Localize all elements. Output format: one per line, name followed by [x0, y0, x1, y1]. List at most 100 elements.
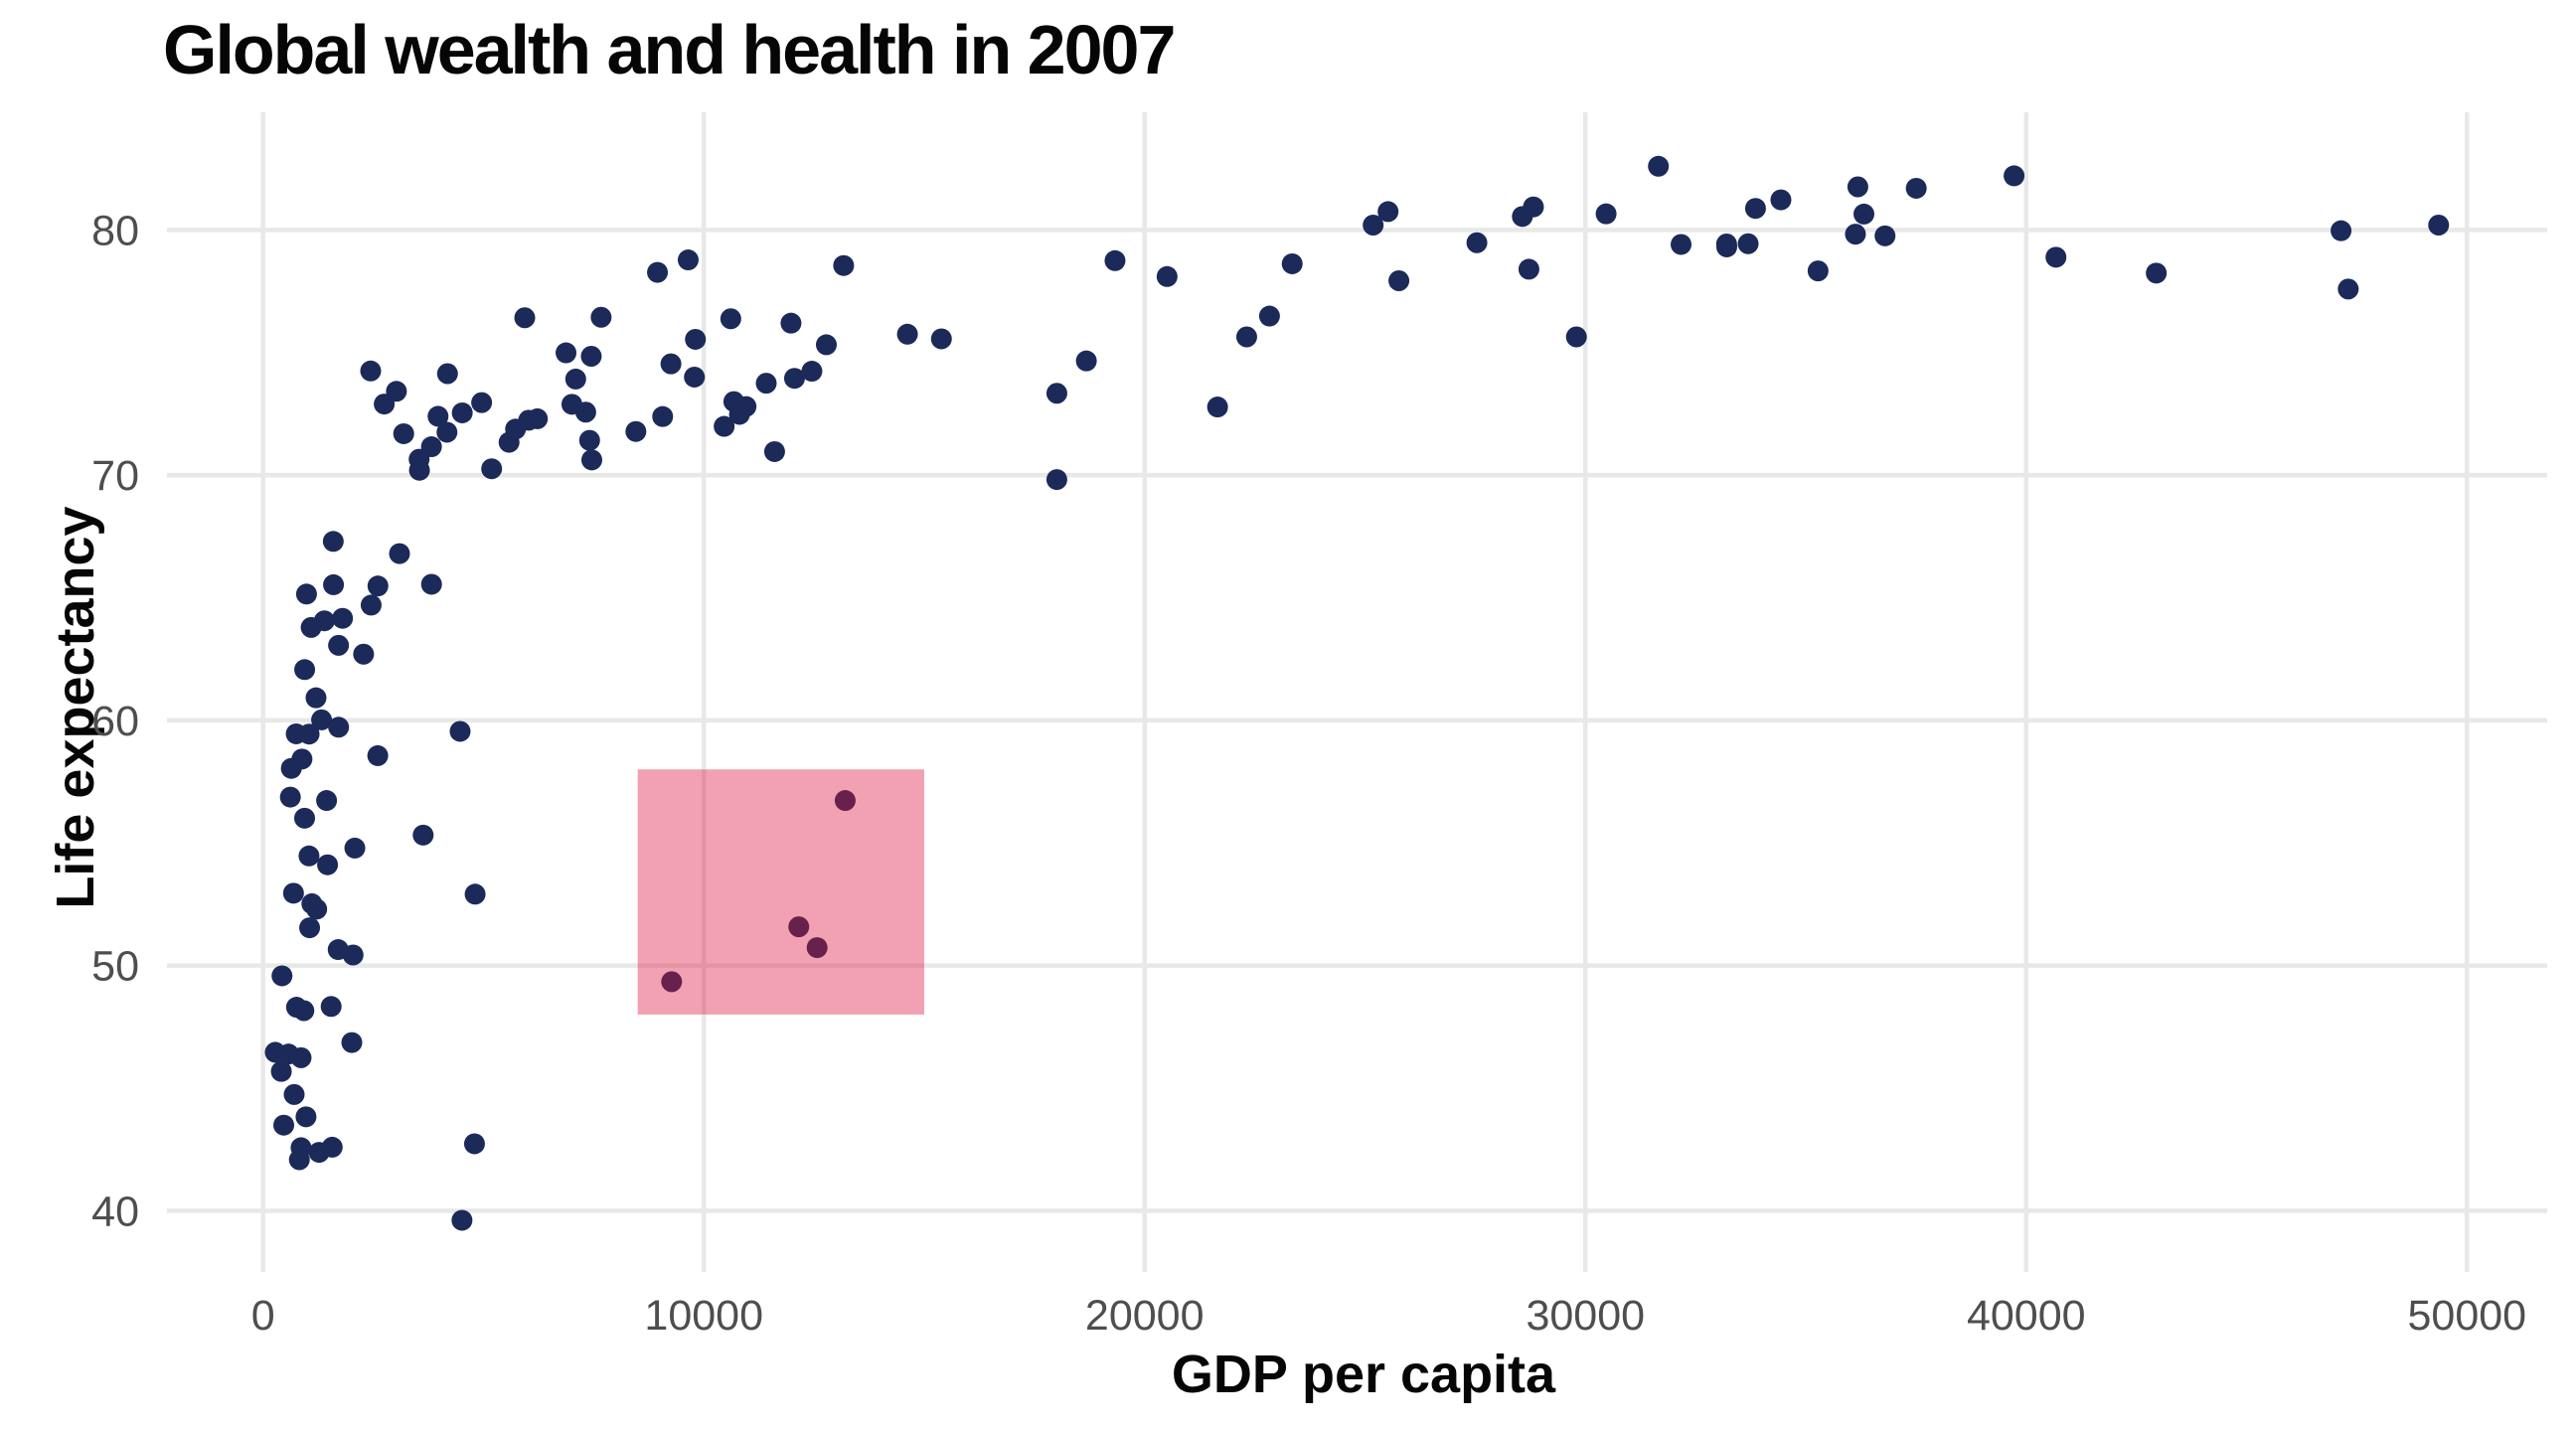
data-point: [320, 996, 342, 1018]
data-point: [834, 790, 856, 812]
data-point: [2045, 246, 2067, 268]
data-point: [293, 807, 315, 829]
data-point: [290, 1046, 312, 1068]
data-point: [308, 1142, 330, 1164]
data-point: [294, 659, 316, 681]
chart-title: Global wealth and health in 2007: [163, 11, 1176, 88]
data-point: [341, 1032, 363, 1053]
data-point: [514, 307, 536, 329]
data-point: [1377, 201, 1399, 223]
data-point: [1671, 234, 1692, 255]
data-point: [1595, 203, 1617, 225]
data-point: [412, 824, 434, 846]
data-point: [1388, 269, 1410, 291]
data-point: [685, 328, 707, 350]
data-point: [305, 687, 327, 709]
data-point: [451, 401, 473, 423]
data-point: [332, 607, 354, 629]
data-point: [367, 575, 389, 597]
data-point: [1565, 326, 1587, 348]
points-group: [264, 155, 2450, 1231]
data-point: [1046, 383, 1067, 404]
data-point: [344, 837, 366, 859]
data-point: [463, 1133, 485, 1155]
data-point: [580, 449, 602, 471]
data-point: [1207, 397, 1228, 418]
data-point: [720, 308, 741, 330]
y-tick-label: 80: [91, 207, 139, 254]
data-point: [436, 421, 458, 443]
data-point: [505, 418, 527, 440]
data-point: [590, 306, 612, 328]
data-point: [328, 634, 350, 656]
data-point: [2337, 278, 2359, 300]
data-point: [801, 361, 823, 383]
data-point: [449, 720, 471, 742]
y-tick-label: 50: [91, 943, 139, 991]
data-point: [677, 249, 699, 271]
data-point: [2146, 262, 2168, 284]
data-point: [896, 323, 918, 345]
data-point: [783, 368, 805, 390]
data-point: [322, 531, 344, 553]
y-tick-label: 70: [91, 452, 139, 500]
data-point: [1715, 233, 1737, 254]
data-point: [1648, 155, 1670, 177]
data-point: [647, 261, 669, 283]
data-point: [1281, 252, 1303, 274]
data-point: [1845, 224, 1866, 245]
data-point: [298, 723, 320, 745]
gridlines-group: [167, 112, 2547, 1272]
data-point: [386, 381, 407, 402]
data-point: [291, 748, 313, 770]
data-point: [1770, 189, 1792, 211]
data-point: [1744, 198, 1766, 220]
data-point: [556, 342, 577, 364]
data-point: [299, 917, 321, 939]
x-tick-label: 10000: [644, 1292, 763, 1340]
data-point: [578, 429, 600, 451]
data-point: [270, 1060, 292, 1082]
x-tick-label: 20000: [1085, 1292, 1205, 1340]
data-point: [316, 790, 338, 812]
annotation-group: [637, 769, 924, 1015]
data-point: [293, 1000, 315, 1022]
data-point: [1905, 177, 1927, 199]
y-tick-labels-group: 40 50 60 70 80: [91, 207, 139, 1235]
data-point: [2331, 220, 2352, 241]
data-point: [420, 436, 442, 458]
data-point: [273, 1114, 295, 1136]
data-point: [1523, 196, 1544, 218]
data-point: [815, 334, 837, 356]
data-point: [279, 786, 301, 808]
y-tick-label: 40: [91, 1188, 139, 1235]
y-tick-label: 60: [91, 698, 139, 745]
data-point: [282, 882, 304, 904]
data-point: [389, 543, 410, 564]
data-point: [1156, 265, 1178, 287]
data-point: [481, 458, 503, 480]
data-point: [755, 373, 777, 395]
data-point: [393, 422, 414, 444]
data-point: [580, 345, 602, 367]
data-point: [714, 415, 735, 437]
data-point: [300, 616, 322, 638]
data-point: [323, 573, 345, 595]
data-point: [564, 368, 586, 390]
data-point: [271, 965, 293, 987]
data-point: [930, 328, 952, 350]
data-point: [625, 420, 647, 442]
x-tick-label: 40000: [1967, 1292, 2086, 1340]
data-point: [833, 254, 855, 276]
data-point: [360, 360, 382, 382]
data-point: [367, 744, 389, 766]
data-point: [1104, 249, 1126, 271]
data-point: [780, 312, 802, 334]
data-point: [1737, 233, 1759, 254]
data-point: [1807, 260, 1829, 282]
data-point: [788, 916, 810, 938]
data-point: [1363, 214, 1384, 236]
data-point: [298, 845, 320, 867]
x-axis-title: GDP per capita: [1171, 1345, 1556, 1404]
x-tick-label: 50000: [2407, 1292, 2526, 1340]
